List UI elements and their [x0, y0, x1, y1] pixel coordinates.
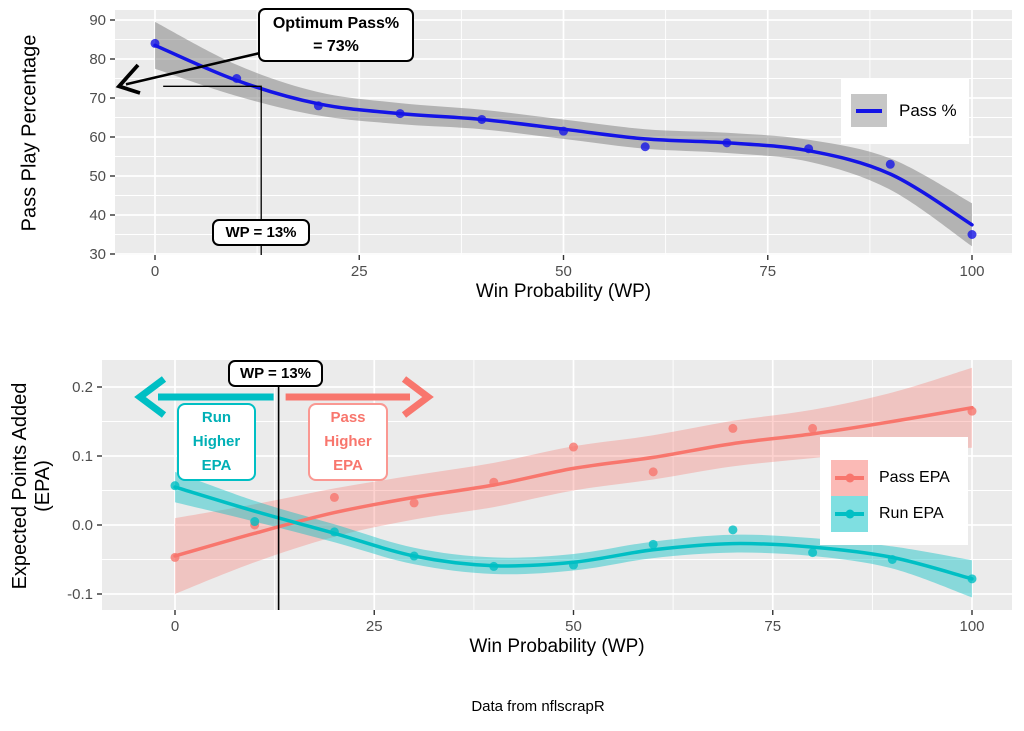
pass-epa-legend-key: [831, 460, 868, 496]
optimum-callout-line: [125, 51, 261, 86]
trend-line: [173, 405, 974, 558]
data-points: [150, 38, 977, 239]
optimum-pass-annotation: Optimum Pass% = 73%: [258, 8, 414, 62]
svg-text:75: 75: [764, 618, 781, 635]
pass-pct-legend-item: Pass %: [851, 94, 969, 127]
chart1-y-axis-title: Pass Play Percentage: [18, 34, 41, 232]
svg-text:25: 25: [351, 263, 368, 280]
data-points: [170, 481, 977, 584]
run-epa-legend-label: Run EPA: [879, 505, 944, 522]
svg-text:75: 75: [759, 263, 776, 280]
svg-text:0: 0: [151, 263, 159, 280]
run-higher-epa-annotation: Run Higher EPA: [177, 403, 256, 481]
pass-epa-legend-label: Pass EPA: [879, 469, 950, 486]
svg-text:0: 0: [171, 618, 179, 635]
svg-text:0.1: 0.1: [72, 448, 93, 465]
wp13-annotation-top-chart: WP = 13%: [212, 219, 310, 246]
chart2-y-axis-title-line2: (EPA): [32, 460, 54, 512]
svg-text:-0.1: -0.1: [67, 586, 93, 603]
pass-pct-legend-label: Pass %: [899, 100, 957, 120]
left-arrow-icon: [115, 63, 141, 95]
svg-text:25: 25: [366, 618, 383, 635]
svg-text:50: 50: [555, 263, 572, 280]
svg-text:50: 50: [89, 168, 106, 185]
chart2-x-axis-title: Win Probability (WP): [469, 636, 645, 657]
pass-right-arrow-icon: [401, 376, 434, 418]
chart2-y-axis-title: Expected Points Added (EPA): [9, 383, 55, 590]
axis-ticks: 0 25 50 75 100 90 80 70 60 50 40 30: [89, 12, 984, 280]
svg-text:90: 90: [89, 12, 106, 29]
svg-text:70: 70: [89, 90, 106, 107]
svg-text:0.0: 0.0: [72, 517, 93, 534]
epa-legend-item-run: Run EPA: [831, 496, 968, 532]
svg-text:0.2: 0.2: [72, 379, 93, 396]
axis-ticks: 0 25 50 75 100 0.2 0.1 0.0 -0.1: [67, 379, 984, 635]
svg-text:80: 80: [89, 51, 106, 68]
svg-text:50: 50: [565, 618, 582, 635]
optimum-pass-annotation-line1: Optimum Pass%: [272, 15, 400, 32]
epa-legend: Pass EPA Run EPA: [820, 437, 968, 545]
chart1-x-axis-title: Win Probability (WP): [475, 281, 652, 302]
pass-higher-epa-annotation: Pass Higher EPA: [308, 403, 388, 481]
data-points: [170, 406, 977, 562]
run-left-arrow-icon: [134, 376, 167, 418]
chart2-y-axis-title-line1: Expected Points Added: [9, 382, 31, 590]
wp13-guide-lines: [163, 85, 262, 255]
data-source-caption: Data from nflscrapR: [471, 698, 605, 715]
svg-text:100: 100: [959, 618, 984, 635]
pass-pct-chart: 0 25 50 75 100 90 80 70 60 50 40 30: [89, 10, 1012, 280]
confidence-band: [175, 367, 972, 594]
optimum-pass-annotation-line2: = 73%: [313, 38, 359, 55]
pass-pct-legend-key: [851, 94, 887, 127]
svg-text:40: 40: [89, 207, 106, 224]
epa-legend-item-pass: Pass EPA: [831, 460, 968, 496]
svg-text:30: 30: [89, 246, 106, 263]
svg-text:60: 60: [89, 129, 106, 146]
svg-text:100: 100: [959, 263, 984, 280]
wp13-annotation-bottom-chart: WP = 13%: [228, 360, 323, 387]
pass-pct-legend: Pass %: [841, 78, 969, 144]
run-epa-legend-key: [831, 496, 868, 532]
